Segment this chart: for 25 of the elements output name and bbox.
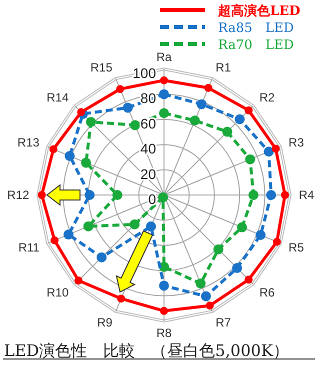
spoke-label: R4 [298,188,314,202]
y-tick-label: 0 [148,191,156,207]
legend-label: Ra70 LED [218,38,294,53]
spoke-label: R7 [216,315,232,330]
spoke-label: R12 [7,188,30,202]
spoke-label: R15 [90,60,113,75]
spoke-label: R1 [216,60,232,75]
spoke-label: R2 [259,90,275,105]
y-tick-label: 40 [140,140,156,157]
spoke-label: R8 [156,326,172,340]
text: LED演色性 比較 （昼白色5,000K） [4,341,289,360]
spoke-label: R9 [97,315,113,330]
legend-label: Ra85 LED [218,21,294,36]
spoke-label: Ra [156,50,172,64]
legend-label: 超高演色LED [217,3,300,19]
spoke-label: R5 [288,240,304,255]
spoke-label: R11 [18,240,40,255]
spoke-label: R13 [17,135,40,150]
spoke-label: R10 [46,285,69,300]
spoke-label: R14 [46,90,69,105]
spoke-label: R6 [259,285,275,300]
y-tick-label: 100 [132,65,156,81]
y-tick-label: 20 [140,166,156,182]
spoke-label: R3 [288,135,304,150]
y-tick-label: 60 [140,115,156,132]
